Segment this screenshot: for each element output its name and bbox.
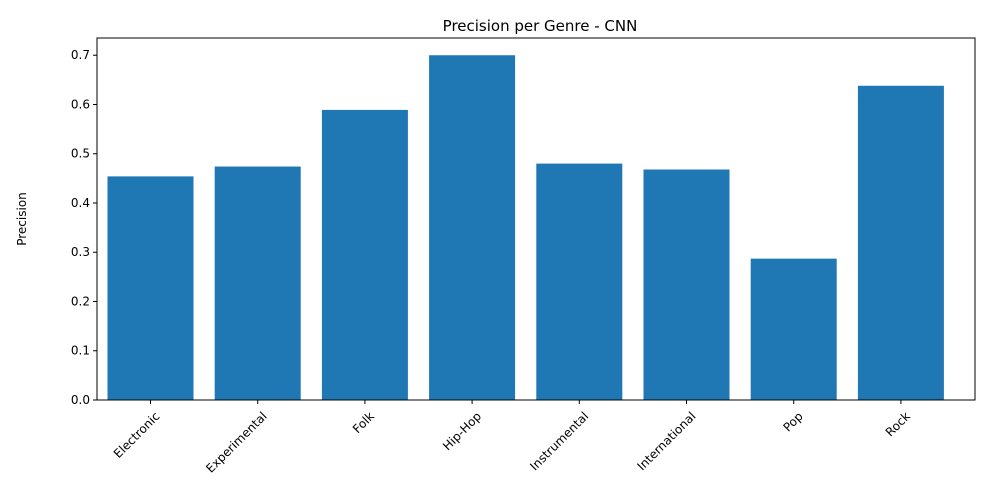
y-tick-label: 0.4: [71, 196, 90, 210]
x-tick-label: Experimental: [203, 409, 269, 475]
bar-folk: [321, 109, 408, 401]
bars-group: [107, 55, 944, 401]
x-tick-label: Electronic: [111, 409, 163, 461]
y-axis-label: Precision: [15, 192, 29, 246]
chart-title: Precision per Genre - CNN: [443, 17, 638, 35]
bar-international: [643, 169, 730, 400]
x-tick-label: International: [635, 409, 699, 473]
y-tick-label: 0.3: [71, 245, 90, 259]
bar-instrumental: [536, 163, 623, 400]
plot-frame: [96, 37, 976, 401]
y-tick-label: 0.5: [71, 147, 90, 161]
x-tick-label: Hip-Hop: [440, 409, 484, 453]
bar-rock: [857, 85, 944, 401]
x-tick-label: Folk: [350, 409, 377, 436]
y-axis-ticks: 0.0 0.1 0.2 0.3 0.4 0.5 0.6 0.7: [71, 48, 97, 407]
bar-pop: [750, 258, 837, 400]
y-tick-label: 0.6: [71, 97, 90, 111]
bar-hip-hop: [429, 55, 516, 400]
bar-experimental: [214, 166, 301, 400]
x-tick-label: Rock: [883, 409, 913, 439]
x-tick-label: Instrumental: [527, 409, 591, 473]
bar-electronic: [107, 176, 194, 400]
y-tick-label: 0.1: [71, 344, 90, 358]
x-tick-label: Pop: [780, 409, 805, 434]
x-axis-ticks: Electronic Experimental Folk Hip-Hop Instrum…: [111, 400, 913, 476]
y-tick-label: 0.7: [71, 48, 90, 62]
y-tick-label: 0.2: [71, 294, 90, 308]
y-tick-label: 0.0: [71, 393, 90, 407]
